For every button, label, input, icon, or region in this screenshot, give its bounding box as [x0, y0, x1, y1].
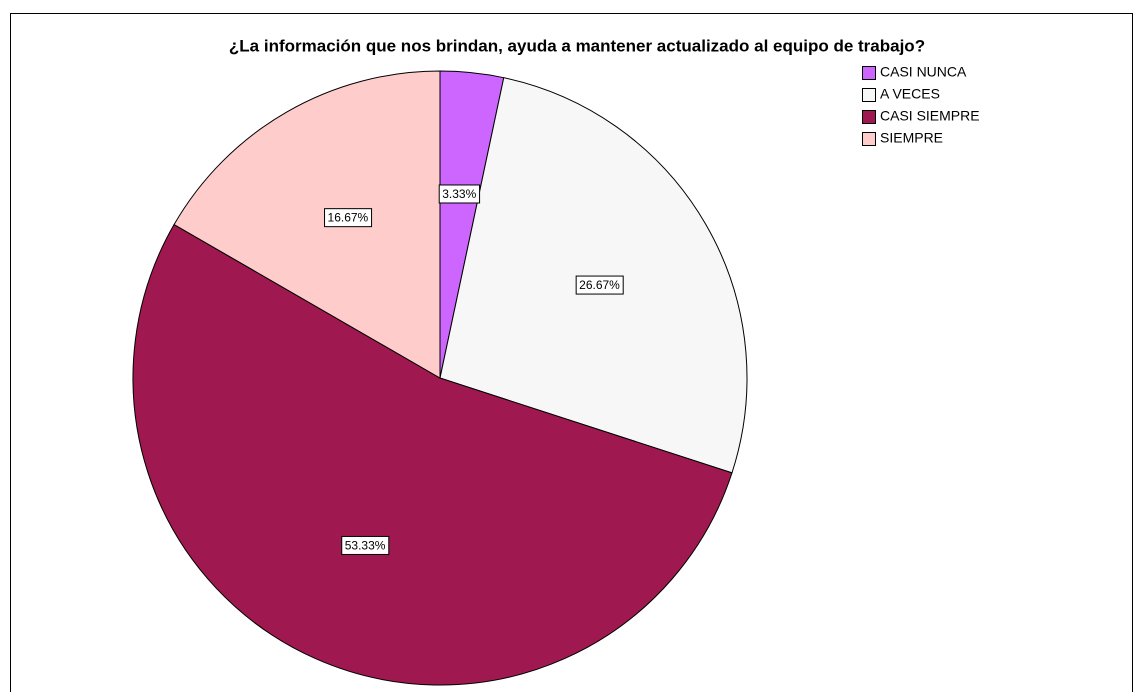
legend-swatch [862, 66, 876, 80]
value-label: 53.33% [345, 538, 386, 552]
chart-title: ¿La información que nos brindan, ayuda a… [229, 36, 925, 55]
value-label-box [438, 184, 481, 204]
value-label: 26.67% [579, 278, 620, 292]
legend-label: A VECES [880, 86, 940, 102]
value-label: 16.67% [328, 211, 369, 225]
pie [132, 70, 748, 686]
legend: CASI NUNCA A VECES CASI SIEMPRE SIEMPRE [862, 64, 980, 146]
legend-label: CASI SIEMPRE [880, 108, 980, 124]
value-label-box [324, 208, 373, 228]
legend-swatch [862, 110, 876, 124]
pie-slice [173, 70, 441, 379]
value-label: 3.33% [442, 187, 476, 201]
value-label-box [341, 535, 390, 555]
legend-swatch [862, 132, 876, 146]
pie-slice [132, 223, 733, 686]
legend-label: SIEMPRE [880, 130, 943, 146]
legend-swatch [862, 88, 876, 102]
legend-label: CASI NUNCA [880, 64, 967, 80]
value-label-box [575, 275, 624, 295]
pie-slice [439, 77, 748, 474]
value-labels: 3.33% 26.67% 53.33% 16.67% [324, 184, 624, 555]
